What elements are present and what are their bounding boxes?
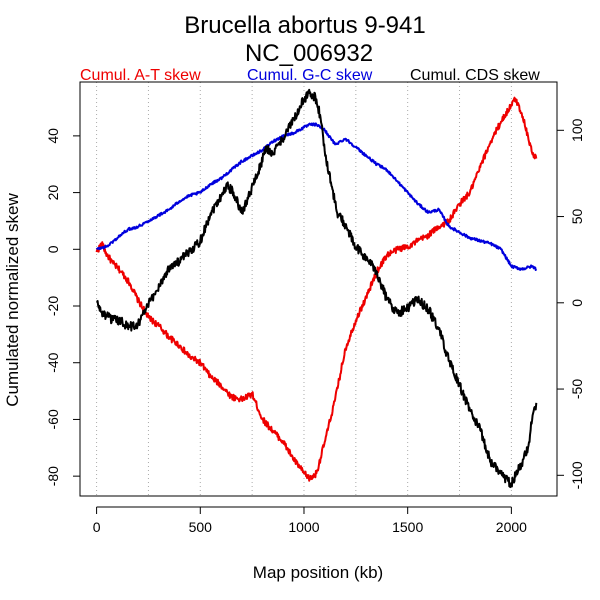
y-right-tick-label--50: -50 xyxy=(569,379,585,399)
x-tick-label-1500: 1500 xyxy=(392,519,423,535)
legend-at-skew: Cumul. A-T skew xyxy=(80,67,201,84)
y-left-tick-label--60: -60 xyxy=(45,409,61,429)
y-axis-right: -100 -50 0 50 100 xyxy=(556,118,585,489)
y-axis-title: Cumulated normalized skew xyxy=(3,193,22,407)
chart-title: Brucella abortus 9-941 xyxy=(184,12,425,39)
legend-cds-skew: Cumul. CDS skew xyxy=(410,67,540,84)
series-line-cumul-g-c-skew xyxy=(95,122,538,271)
y-left-tick-label--40: -40 xyxy=(45,352,61,372)
series-line-cumul-a-t-skew xyxy=(95,96,538,482)
x-tick-label-1000: 1000 xyxy=(288,519,319,535)
x-axis: 0 500 1000 1500 2000 xyxy=(93,506,527,535)
x-tick-label-500: 500 xyxy=(189,519,213,535)
legend-gc-skew: Cumul. G-C skew xyxy=(247,67,373,84)
y-axis-left: -80 -60 -40 -20 0 20 40 xyxy=(45,128,81,486)
vertical-gridlines xyxy=(96,82,512,496)
series-layer xyxy=(95,88,538,489)
y-right-tick-label--100: -100 xyxy=(569,461,585,489)
y-left-tick-label-20: 20 xyxy=(45,185,61,201)
x-tick-label-2000: 2000 xyxy=(496,519,527,535)
y-right-tick-label-0: 0 xyxy=(569,299,585,307)
y-left-tick-label-0: 0 xyxy=(45,245,61,253)
y-right-tick-label-100: 100 xyxy=(569,118,585,142)
series-line-cumul-cds-skew xyxy=(95,88,538,489)
y-right-tick-label-50: 50 xyxy=(569,209,585,225)
plot-frame xyxy=(79,81,558,497)
x-tick-label-0: 0 xyxy=(93,519,101,535)
y-left-tick-label--80: -80 xyxy=(45,466,61,486)
chart-subtitle: NC_006932 xyxy=(245,40,373,67)
y-left-tick-label-40: 40 xyxy=(45,128,61,144)
x-axis-title: Map position (kb) xyxy=(253,563,383,582)
y-left-tick-label--20: -20 xyxy=(45,296,61,316)
